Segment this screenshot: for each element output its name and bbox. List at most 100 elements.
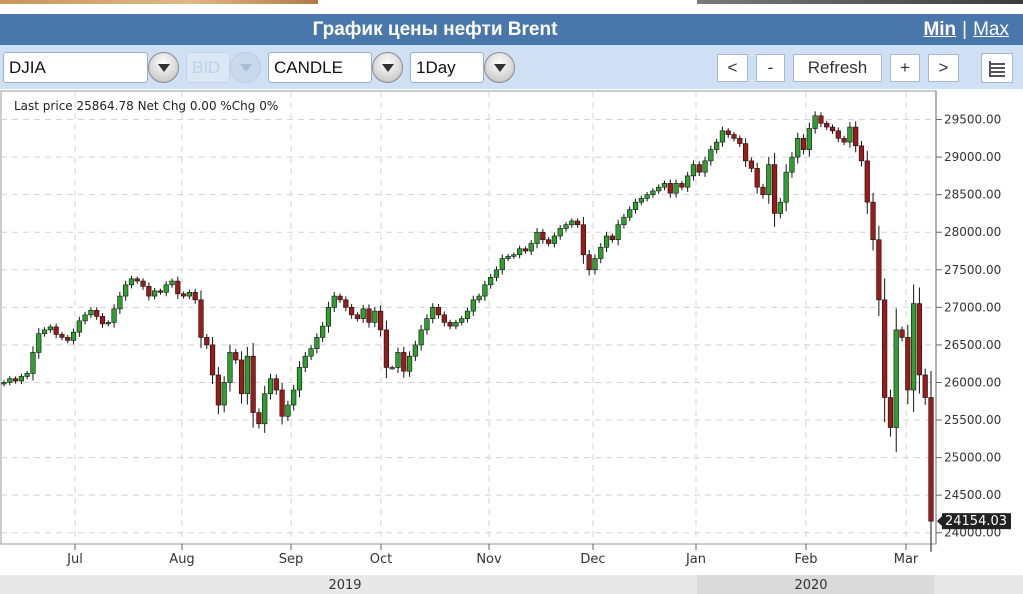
- candle: [198, 290, 204, 349]
- candle: [7, 376, 13, 386]
- candle: [882, 278, 888, 423]
- x-axis-ticks: Jul Aug Sep Oct Nov Dec Jan Feb Mar: [66, 544, 919, 567]
- chevron-down-icon: [158, 64, 170, 72]
- candle: [47, 324, 53, 333]
- chart-area: 29500.00 29000.00 28500.00 28000.00 27500.00…: [0, 89, 1023, 594]
- candle: [800, 134, 807, 155]
- gridlines: [1, 91, 936, 544]
- candle: [551, 232, 558, 248]
- interval-dropdown-button[interactable]: [484, 52, 515, 83]
- candle: [250, 343, 256, 428]
- interval-select[interactable]: 1Day: [410, 52, 484, 83]
- y-tick-label: 24000.00: [944, 526, 1001, 540]
- grid-settings-icon[interactable]: [981, 53, 1013, 83]
- candle: [337, 293, 343, 303]
- refresh-button[interactable]: Refresh: [793, 54, 882, 82]
- candle: [627, 206, 633, 222]
- candle: [621, 213, 627, 229]
- candle: [580, 216, 586, 264]
- candle: [435, 303, 442, 319]
- candle: [603, 231, 610, 253]
- candle: [285, 400, 291, 422]
- candle: [302, 352, 308, 373]
- candle: [412, 340, 418, 361]
- candle: [586, 249, 592, 276]
- candle: [899, 326, 905, 342]
- candle: [853, 121, 859, 153]
- candle: [754, 162, 760, 194]
- page-thumbnail-left: [0, 0, 318, 4]
- candle: [389, 365, 395, 370]
- candle: [82, 311, 88, 325]
- minimize-link[interactable]: Min: [923, 19, 957, 40]
- candle: [244, 346, 250, 405]
- y-tick-label: 24500.00: [944, 488, 1001, 502]
- candle: [53, 323, 59, 339]
- candle: [360, 305, 366, 324]
- candle: [372, 306, 378, 328]
- candle: [690, 160, 697, 181]
- candle: [511, 252, 517, 259]
- symbol-select[interactable]: DJIA: [3, 52, 148, 83]
- candle: [777, 198, 783, 219]
- candle: [169, 278, 175, 288]
- candle: [256, 408, 262, 429]
- candle: [916, 287, 923, 394]
- x-tick-label: Aug: [169, 552, 194, 567]
- candle: [111, 304, 117, 328]
- candle: [227, 344, 233, 392]
- candles: [1, 111, 934, 552]
- symbol-value: DJIA: [9, 58, 46, 77]
- price-field-select: BID: [186, 52, 230, 83]
- candle: [459, 315, 465, 326]
- candle: [192, 288, 198, 304]
- candle: [632, 198, 639, 214]
- zoom-out-button[interactable]: -: [756, 54, 785, 82]
- candle: [447, 319, 453, 330]
- maximize-link[interactable]: Max: [973, 19, 1009, 40]
- scroll-right-button[interactable]: >: [928, 54, 959, 82]
- candle: [320, 322, 326, 343]
- candle: [273, 374, 279, 395]
- y-tick-label: 29500.00: [944, 113, 1001, 127]
- chart-titlebar: График цены нефти Brent Min | Max: [0, 14, 1023, 45]
- candle: [41, 327, 48, 337]
- candle: [482, 280, 488, 301]
- candlestick-chart[interactable]: 29500.00 29000.00 28500.00 28000.00 27500.00…: [0, 89, 1023, 594]
- chart-type-dropdown-button[interactable]: [372, 52, 403, 83]
- candle: [835, 127, 841, 143]
- y-tick-label: 28500.00: [944, 188, 1001, 202]
- candle: [766, 156, 772, 204]
- candle: [714, 138, 720, 154]
- candle: [117, 291, 123, 314]
- zoom-in-button[interactable]: +: [890, 54, 920, 82]
- candle: [546, 237, 552, 247]
- chart-type-select[interactable]: CANDLE: [268, 52, 372, 83]
- candle: [522, 246, 529, 254]
- candle: [685, 171, 691, 192]
- window-size-controls: Min | Max: [923, 14, 1009, 45]
- candle: [789, 152, 795, 178]
- candle: [760, 183, 766, 199]
- candle: [343, 296, 349, 312]
- scroll-left-button[interactable]: <: [717, 54, 748, 82]
- candle: [528, 240, 534, 255]
- interval-value: 1Day: [416, 58, 456, 77]
- candle: [893, 308, 899, 453]
- symbol-dropdown-button[interactable]: [148, 52, 179, 83]
- candle: [476, 293, 482, 303]
- candle: [233, 349, 239, 364]
- candle: [696, 161, 702, 177]
- y-axis-ticks: 29500.00 29000.00 28500.00 28000.00 27500.00…: [936, 113, 1001, 540]
- candle: [493, 266, 500, 282]
- candle: [783, 164, 789, 212]
- candle: [186, 289, 193, 300]
- candle: [702, 156, 708, 177]
- candle: [424, 314, 430, 335]
- candle: [731, 131, 737, 142]
- y-tick-label: 27000.00: [944, 300, 1001, 314]
- candle: [221, 376, 227, 413]
- x-tick-label: Jul: [66, 552, 83, 567]
- candle: [377, 305, 384, 337]
- chart-toolbar: DJIA BID CANDLE 1Day < - Refresh + >: [0, 45, 1023, 89]
